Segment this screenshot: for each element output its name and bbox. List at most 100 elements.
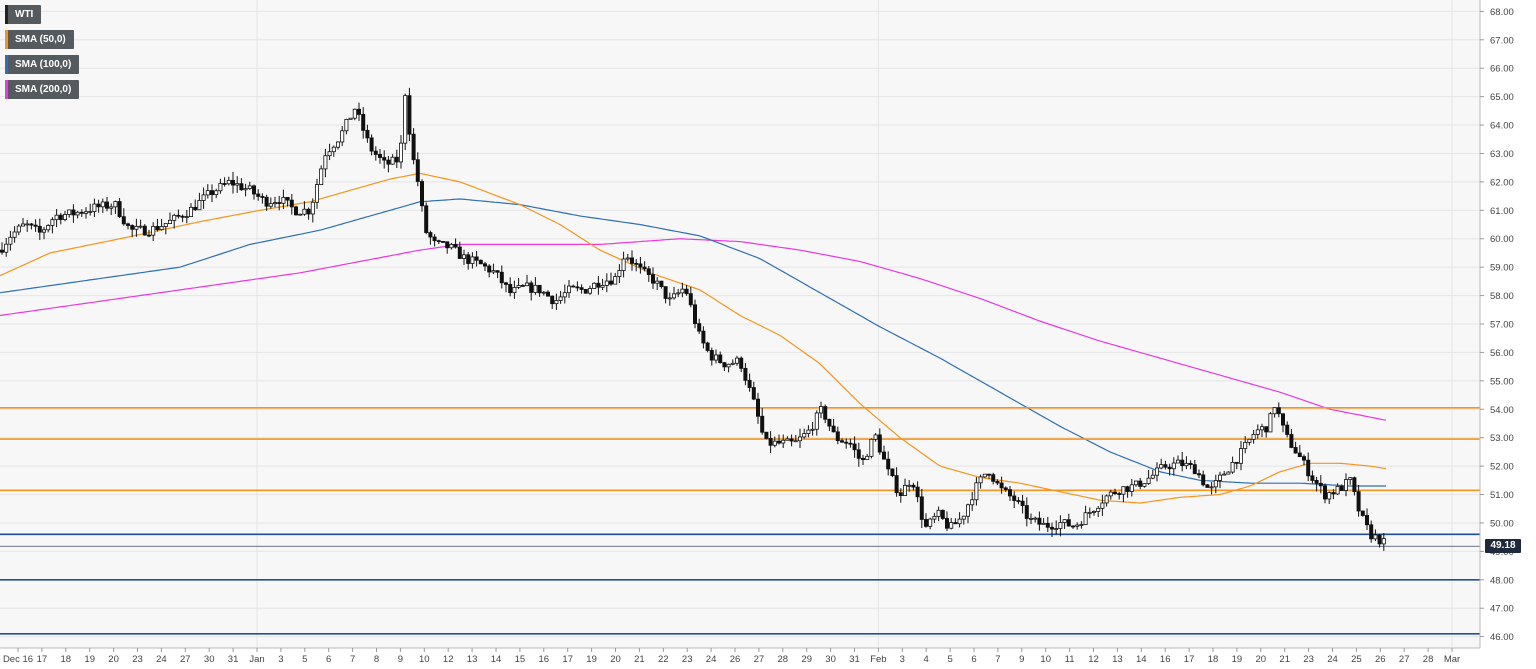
candle-down — [306, 208, 311, 215]
candle-up — [1239, 448, 1244, 464]
x-tick-label: 30 — [204, 654, 215, 665]
candle-down — [537, 284, 542, 294]
legend-item-sma-200[interactable]: SMA (200,0) — [5, 80, 80, 99]
candle-down — [789, 438, 794, 442]
candle-down — [1197, 473, 1202, 476]
candle-down — [777, 440, 782, 444]
candle-down — [386, 159, 391, 165]
candle-down — [482, 263, 487, 267]
candle-down — [1234, 461, 1239, 464]
candle-down — [264, 196, 269, 207]
candle-down — [130, 225, 135, 230]
x-tick-label: 29 — [801, 654, 812, 665]
x-tick-label: 7 — [995, 654, 1000, 665]
x-tick-label: Feb — [870, 654, 886, 665]
candle-down — [1365, 515, 1370, 526]
candle-down — [709, 350, 714, 361]
candle-down — [222, 183, 227, 185]
x-tick-label: 28 — [778, 654, 789, 665]
candle-up — [1348, 477, 1353, 480]
candles — [0, 87, 1386, 551]
y-tick-label: 59.00 — [1490, 263, 1514, 274]
candle-up — [20, 223, 25, 227]
candle-down — [1369, 524, 1374, 540]
candle-down — [1024, 505, 1029, 519]
x-tick-label: 13 — [467, 654, 478, 665]
candle-down — [495, 270, 500, 273]
y-tick-label: 55.00 — [1490, 376, 1514, 387]
candle-up — [730, 362, 735, 365]
legend-item-sma-100[interactable]: SMA (100,0) — [5, 55, 80, 74]
candle-down — [596, 282, 601, 288]
candle-up — [335, 141, 340, 148]
candle-up — [978, 476, 983, 484]
candle-up — [314, 184, 319, 203]
candle-up — [592, 282, 597, 289]
y-tick-label: 64.00 — [1490, 121, 1514, 132]
candle-up — [680, 288, 685, 294]
y-tick-label: 56.00 — [1490, 348, 1514, 359]
candle-down — [1117, 493, 1122, 495]
y-tick-label: 53.00 — [1490, 433, 1514, 444]
candle-up — [319, 168, 324, 185]
candle-up — [1062, 519, 1067, 523]
candle-up — [533, 284, 538, 293]
y-tick-label: 52.00 — [1490, 462, 1514, 473]
chart-legend: WTI SMA (50,0) SMA (100,0) SMA (200,0) — [5, 5, 80, 99]
candle-up — [819, 406, 824, 414]
legend-item-sma-50[interactable]: SMA (50,0) — [5, 30, 74, 49]
candle-up — [814, 412, 819, 430]
candle-down — [394, 156, 399, 163]
candle-up — [1159, 464, 1164, 469]
candle-down — [1016, 500, 1021, 502]
candle-down — [940, 509, 945, 519]
candle-down — [995, 480, 1000, 484]
x-tick-label: 5 — [947, 654, 952, 665]
candle-up — [625, 257, 630, 260]
candle-up — [1087, 511, 1092, 514]
candle-up — [516, 285, 521, 288]
candle-up — [268, 203, 273, 207]
candle-up — [873, 434, 878, 440]
x-tick-label: 9 — [398, 654, 403, 665]
x-tick-label: 12 — [443, 654, 454, 665]
candle-up — [1226, 471, 1231, 475]
candle-up — [134, 225, 139, 230]
sma-200-polyline — [0, 238, 1387, 421]
candle-down — [642, 266, 647, 270]
candle-down — [739, 357, 744, 369]
candle-down — [882, 451, 887, 460]
x-tick-label: 8 — [374, 654, 379, 665]
x-axis: Dec 16 17 18 19 20 23 24 27 30 31 Jan 3 5 6 7 8 9 10 12 13 1… — [0, 647, 1480, 665]
x-tick-label: 20 — [610, 654, 621, 665]
candle-down — [37, 225, 42, 233]
y-tick-label: 54.00 — [1490, 405, 1514, 416]
candle-down — [1314, 480, 1319, 484]
candle-up — [567, 285, 572, 294]
candle-up — [604, 280, 609, 286]
candle-down — [440, 240, 445, 243]
candle-down — [840, 440, 845, 443]
y-tick-label: 50.00 — [1490, 518, 1514, 529]
candle-down — [277, 202, 282, 204]
candle-up — [672, 293, 677, 299]
candle-down — [688, 293, 693, 306]
candle-down — [96, 203, 101, 208]
x-tick-label: 4 — [924, 654, 929, 665]
candle-up — [1121, 486, 1126, 495]
x-tick-label: 17 — [562, 654, 573, 665]
candle-up — [151, 226, 156, 236]
candle-up — [726, 363, 731, 368]
candle-down — [487, 265, 492, 273]
y-tick-label: 48.00 — [1490, 575, 1514, 586]
candle-down — [1264, 426, 1269, 433]
candle-down — [852, 443, 857, 451]
candle-down — [105, 201, 110, 209]
candle-down — [180, 215, 185, 218]
candle-down — [176, 214, 181, 217]
candle-down — [503, 282, 508, 285]
legend-item-wti[interactable]: WTI — [5, 5, 42, 24]
candle-up — [1251, 433, 1256, 440]
candle-down — [697, 323, 702, 332]
